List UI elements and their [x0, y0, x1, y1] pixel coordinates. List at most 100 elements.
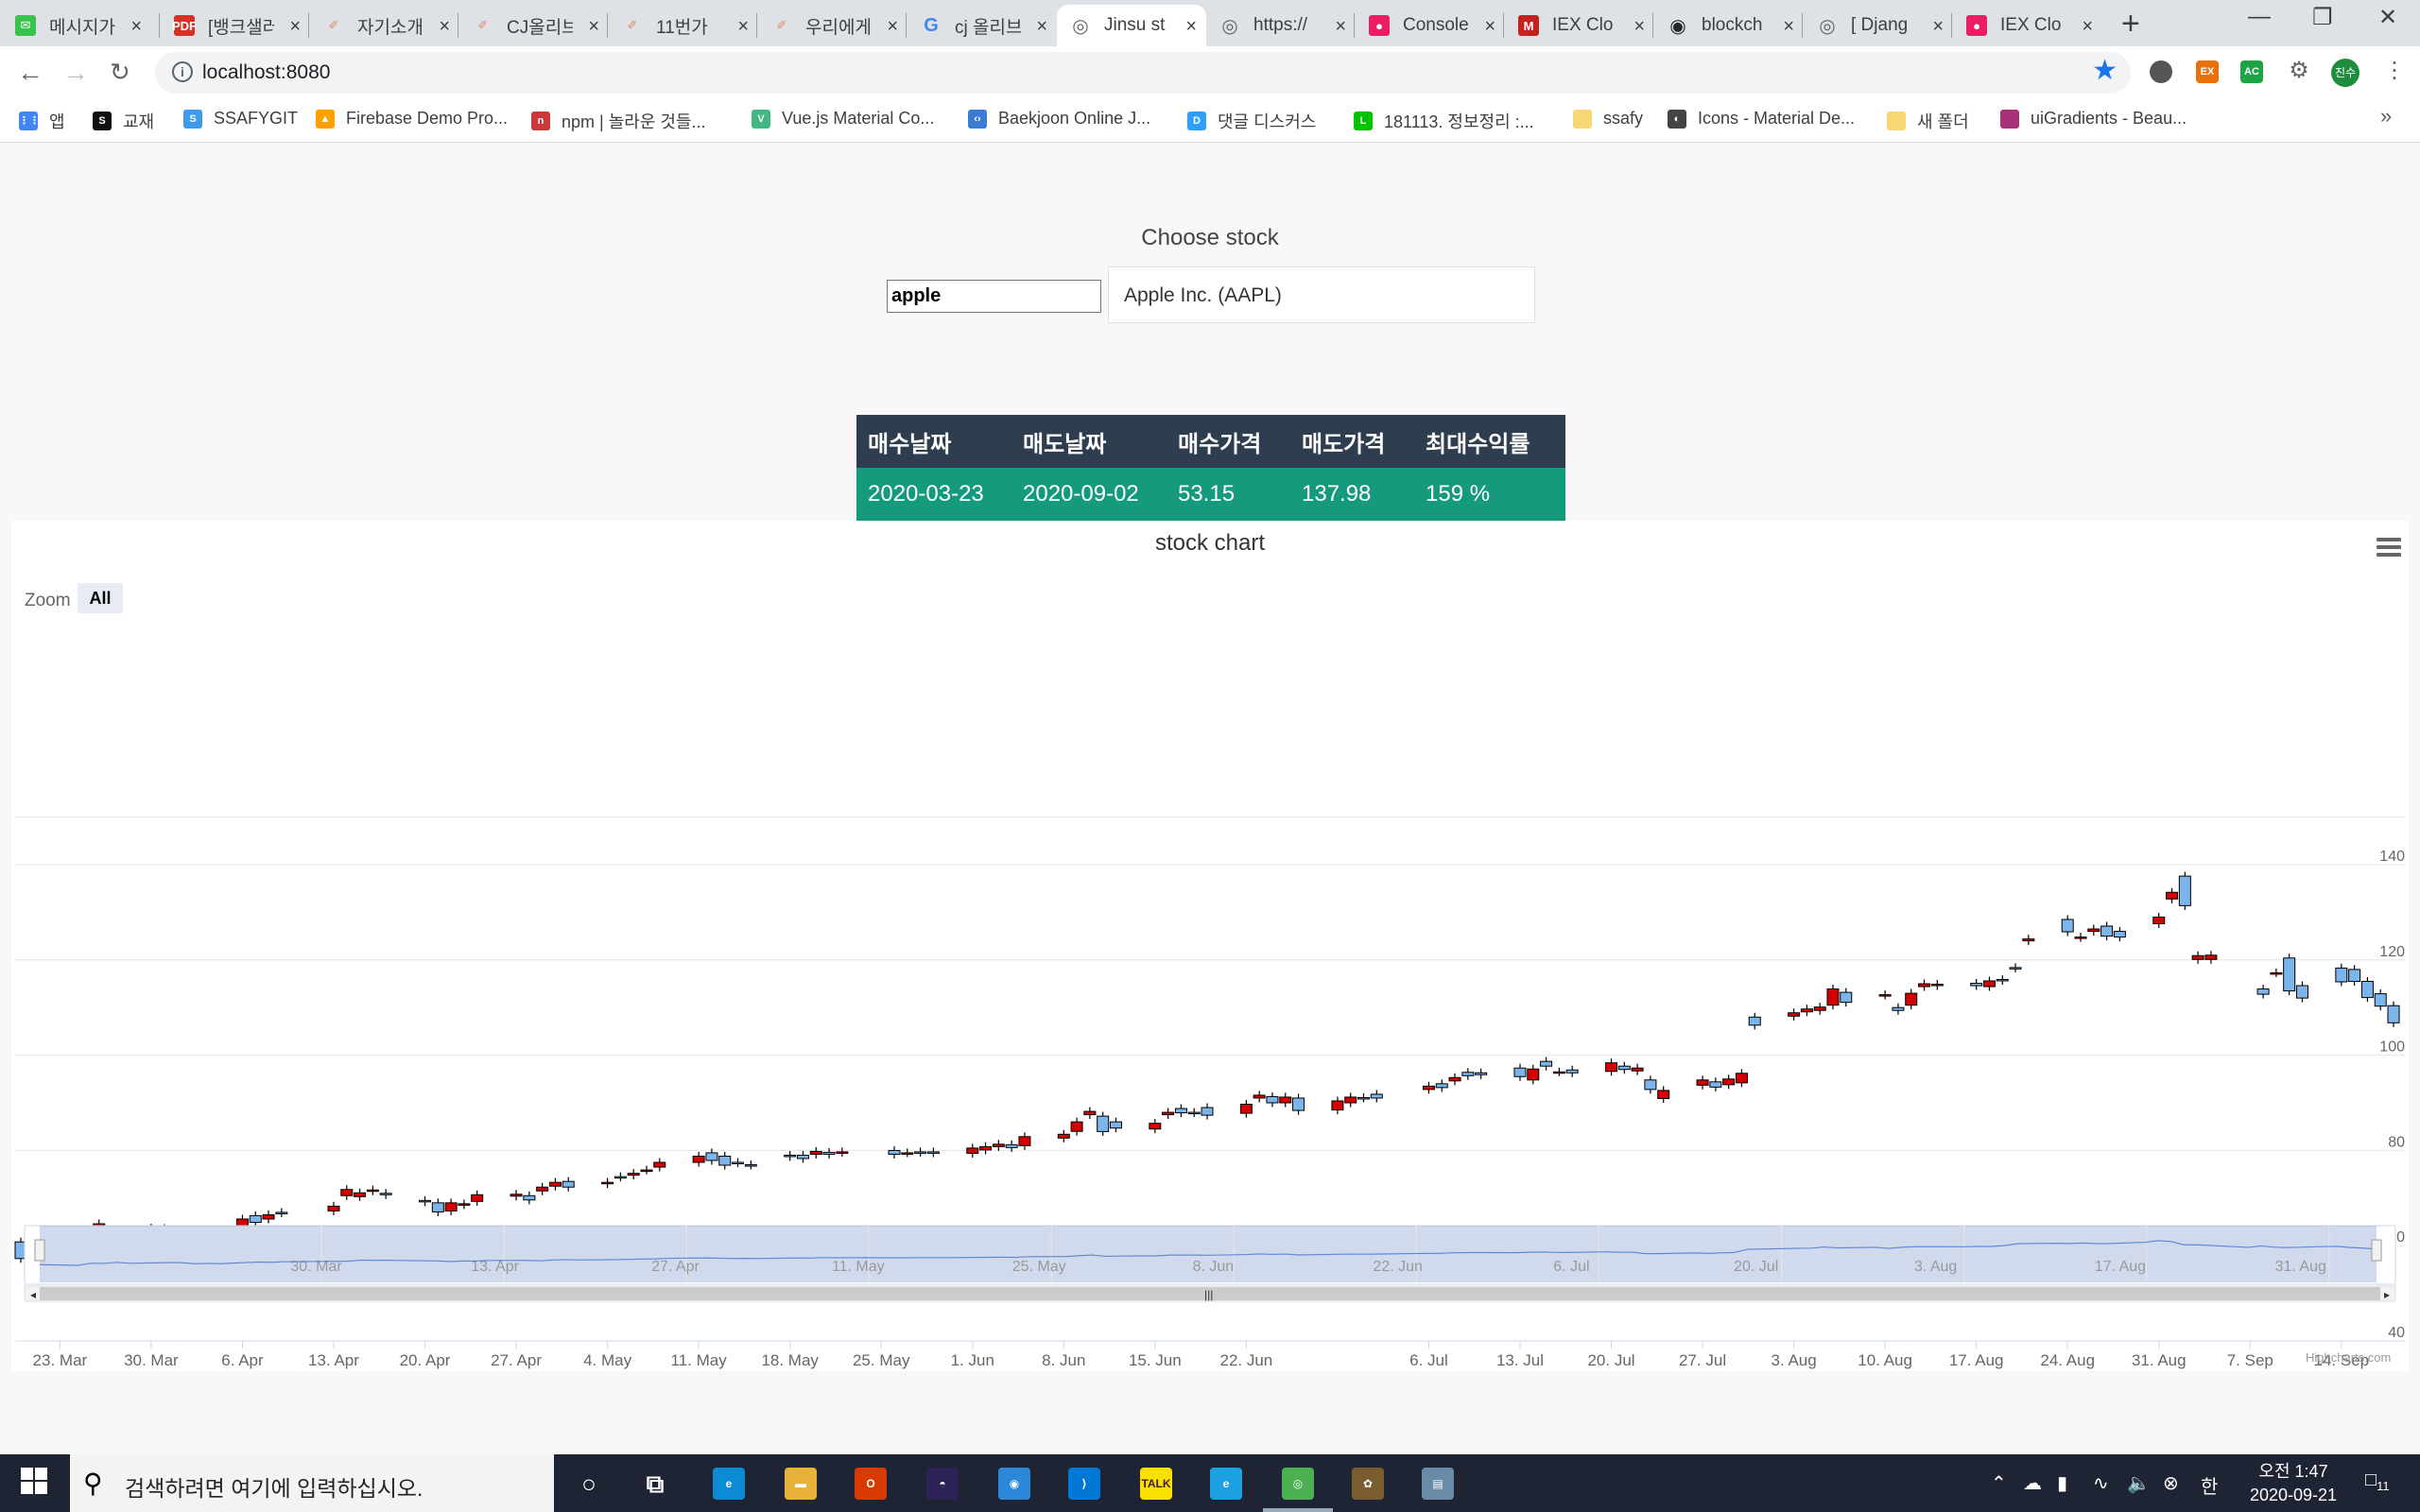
browser-tab[interactable]: M IEX Clo ×: [1505, 5, 1654, 46]
bookmark-item[interactable]: L 181113. 정보정리 :...: [1354, 109, 1534, 133]
ie-icon[interactable]: e: [1210, 1468, 1242, 1500]
browser-tab[interactable]: ◎ [ Djang ×: [1804, 5, 1953, 46]
cortana-icon[interactable]: ○: [573, 1468, 605, 1500]
candle-body: [1552, 1071, 1565, 1074]
extension-ex-icon[interactable]: EX: [2196, 60, 2219, 83]
bookmark-item[interactable]: ◐ Icons - Material De...: [1668, 109, 1855, 129]
extension-circle-icon[interactable]: [2150, 60, 2172, 83]
candle-body: [1266, 1095, 1279, 1104]
bookmarks-overflow-icon[interactable]: »: [2380, 104, 2393, 128]
bookmark-item[interactable]: S 교재: [93, 109, 154, 133]
x-tick-label: 20. Jul: [1587, 1351, 1634, 1369]
bookmark-star-icon[interactable]: ★: [2092, 55, 2118, 86]
profile-avatar[interactable]: 진수: [2331, 59, 2360, 87]
close-window-icon[interactable]: ✕: [2378, 5, 2398, 30]
bookmark-item[interactable]: V Vue.js Material Co...: [752, 109, 934, 129]
bookmark-item[interactable]: ⋮⋮ 앱: [19, 109, 65, 133]
browser-tab[interactable]: ✐ 11번가 ×: [609, 5, 758, 46]
tab-close-icon[interactable]: ×: [1634, 16, 1645, 37]
eclipse-icon[interactable]: ◓: [926, 1468, 959, 1500]
forward-arrow-icon[interactable]: →: [62, 58, 89, 87]
candle-body: [2022, 938, 2035, 942]
tab-title: blockch: [1702, 15, 1763, 35]
tab-close-icon[interactable]: ×: [1932, 16, 1944, 37]
file-explorer-icon[interactable]: ▬: [785, 1468, 817, 1500]
onedrive-icon[interactable]: ☁: [2023, 1473, 2042, 1494]
browser-tab[interactable]: ◎ Jinsu st ×: [1057, 5, 1206, 46]
header-buy-date: 매수날짜: [856, 415, 1011, 468]
browser-tab[interactable]: ● Console ×: [1356, 5, 1505, 46]
chart-credits[interactable]: Highcharts.com: [2306, 1350, 2392, 1365]
volume-muted-icon[interactable]: 🔈: [2127, 1473, 2151, 1494]
bookmark-item[interactable]: n npm | 놀라운 것들...: [531, 109, 706, 133]
vscode-icon[interactable]: ⟩: [1068, 1468, 1100, 1500]
bookmark-item[interactable]: ▲ Firebase Demo Pro...: [316, 109, 508, 129]
tab-close-icon[interactable]: ×: [588, 16, 599, 37]
taskbar-search-box[interactable]: ⚲ 검색하려면 여기에 입력하십시오.: [70, 1454, 554, 1512]
clock[interactable]: 오전 1:47 2020-09-21: [2237, 1460, 2350, 1507]
candle-body: [458, 1203, 471, 1206]
browser-tab[interactable]: PDF [뱅크샐러 ×: [161, 5, 310, 46]
browser-tab[interactable]: ◉ blockch ×: [1654, 5, 1804, 46]
bookmark-item[interactable]: uiGradients - Beau...: [2000, 109, 2187, 129]
wifi-icon[interactable]: ∿: [2093, 1473, 2109, 1494]
chrome-icon[interactable]: ◎: [1282, 1468, 1314, 1500]
browser-tab[interactable]: ✐ 자기소개 ×: [310, 5, 459, 46]
browser-tab[interactable]: ◎ https:// ×: [1206, 5, 1356, 46]
tab-close-icon[interactable]: ×: [130, 16, 142, 37]
tab-close-icon[interactable]: ×: [1036, 16, 1047, 37]
notification-center-icon[interactable]: □11: [2365, 1469, 2390, 1493]
tab-close-icon[interactable]: ×: [1783, 16, 1794, 37]
bookmark-item[interactable]: ‹› Baekjoon Online J...: [968, 109, 1150, 129]
edge-icon[interactable]: e: [713, 1468, 745, 1500]
tab-close-icon[interactable]: ×: [887, 16, 898, 37]
bookmark-item[interactable]: ssafy: [1573, 109, 1643, 129]
browser-tab[interactable]: ✉ 메시지가 ×: [2, 5, 151, 46]
tab-close-icon[interactable]: ×: [737, 16, 749, 37]
maps-icon[interactable]: ◉: [998, 1468, 1030, 1500]
office-icon[interactable]: O: [855, 1468, 887, 1500]
candle-body: [1905, 992, 1918, 1006]
browser-tab[interactable]: ● IEX Clo ×: [1953, 5, 2102, 46]
address-bar[interactable]: i localhost:8080 ★: [155, 52, 2131, 94]
error-icon[interactable]: ⊗: [2163, 1473, 2179, 1494]
browser-tab[interactable]: ✐ CJ올리브 ×: [459, 5, 609, 46]
chart-context-menu-icon[interactable]: [2377, 538, 2401, 557]
settings-app-icon[interactable]: ✿: [1352, 1468, 1384, 1500]
bookmark-item[interactable]: D 댓글 디스커스: [1187, 109, 1316, 133]
battery-icon[interactable]: ▮: [2057, 1473, 2068, 1494]
kakaotalk-icon[interactable]: TALK: [1140, 1468, 1172, 1500]
minimize-icon[interactable]: —: [2248, 4, 2271, 29]
reload-icon[interactable]: ↻: [110, 58, 130, 86]
tab-close-icon[interactable]: ×: [1185, 16, 1197, 37]
tab-close-icon[interactable]: ×: [2082, 16, 2093, 37]
zoom-all-button[interactable]: All: [78, 583, 123, 613]
notepad-icon[interactable]: ▤: [1422, 1468, 1454, 1500]
restore-icon[interactable]: ❐: [2312, 5, 2333, 30]
tab-close-icon[interactable]: ×: [439, 16, 450, 37]
chrome-menu-icon[interactable]: ⋮: [2383, 58, 2406, 83]
stock-suggestion-item[interactable]: Apple Inc. (AAPL): [1108, 266, 1535, 323]
back-arrow-icon[interactable]: ←: [17, 58, 43, 87]
windows-start-icon[interactable]: [21, 1468, 49, 1496]
tab-close-icon[interactable]: ×: [289, 16, 301, 37]
ime-indicator[interactable]: 한: [2201, 1477, 2219, 1498]
new-tab-plus-icon[interactable]: +: [2121, 6, 2140, 42]
tray-chevron-icon[interactable]: ⌃: [1991, 1473, 2007, 1494]
bookmark-item[interactable]: S SSAFYGIT: [183, 109, 298, 129]
candle-body: [705, 1152, 718, 1161]
extensions-puzzle-icon[interactable]: ⚙: [2289, 58, 2309, 83]
url-text[interactable]: localhost:8080: [202, 61, 331, 83]
task-view-icon[interactable]: ⧉: [639, 1468, 671, 1500]
bookmark-item[interactable]: 새 폴더: [1887, 109, 1969, 133]
info-icon[interactable]: i: [172, 61, 193, 82]
bandage-icon: ✐: [627, 18, 638, 32]
browser-tab[interactable]: ✐ 우리에게 ×: [758, 5, 908, 46]
tab-close-icon[interactable]: ×: [1335, 16, 1346, 37]
stock-search-input[interactable]: apple: [887, 280, 1101, 313]
tab-close-icon[interactable]: ×: [1484, 16, 1495, 37]
extension-ac-icon[interactable]: AC: [2240, 60, 2263, 83]
candle-body: [1709, 1081, 1722, 1088]
candle-body: [718, 1155, 732, 1166]
